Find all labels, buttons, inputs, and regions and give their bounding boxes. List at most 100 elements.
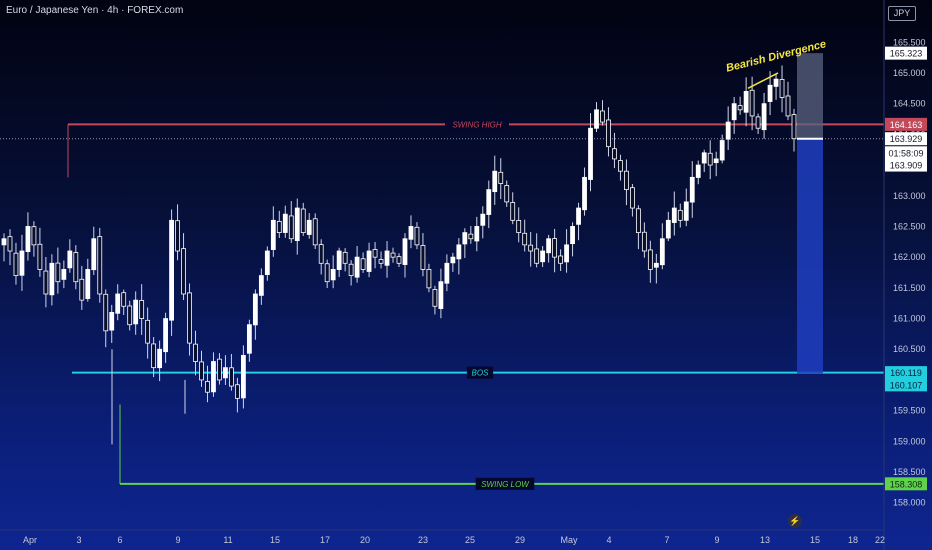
- candle: [773, 78, 779, 87]
- x-tick-label: 4: [606, 535, 611, 545]
- candle: [79, 278, 85, 301]
- candle: [671, 207, 677, 223]
- price-tag-bg: [885, 477, 927, 491]
- candle: [378, 259, 384, 264]
- candle: [294, 207, 300, 242]
- price-tag: 163.929: [890, 134, 923, 144]
- level-label: SWING LOW: [481, 480, 530, 489]
- candle: [677, 209, 683, 221]
- candle: [235, 384, 240, 399]
- candle: [683, 201, 689, 221]
- candle: [402, 238, 408, 265]
- candle: [701, 152, 707, 164]
- x-tick-label: 23: [418, 535, 428, 545]
- candle: [755, 116, 761, 129]
- candle: [223, 367, 228, 379]
- candle: [229, 367, 234, 387]
- candle: [731, 103, 737, 121]
- candle: [665, 219, 671, 239]
- price-tag: 165.323: [890, 49, 923, 59]
- candle: [743, 90, 749, 113]
- candle: [19, 250, 25, 276]
- candle: [474, 226, 480, 242]
- x-tick-label: 7: [664, 535, 669, 545]
- x-tick-label: 9: [175, 535, 180, 545]
- x-tick-label: 17: [320, 535, 330, 545]
- x-tick-label: 29: [515, 535, 525, 545]
- candle: [420, 245, 426, 270]
- price-tag: 163.909: [890, 161, 923, 171]
- candle: [600, 110, 605, 123]
- candle: [540, 250, 546, 263]
- candle: [504, 185, 510, 203]
- x-tick-label: 22: [875, 535, 885, 545]
- candle: [546, 238, 552, 254]
- y-tick-label: 161.000: [893, 314, 926, 324]
- x-tick-label: 18: [848, 535, 858, 545]
- candle: [187, 292, 192, 344]
- candle: [749, 89, 755, 117]
- candle: [85, 269, 91, 299]
- price-tag-bg: [885, 366, 927, 380]
- candle: [336, 250, 342, 270]
- candle: [588, 127, 593, 180]
- candle: [163, 318, 168, 353]
- candle: [306, 219, 312, 235]
- candle: [246, 324, 252, 354]
- candle: [737, 105, 743, 111]
- candle: [396, 256, 402, 264]
- candle: [240, 354, 246, 399]
- divergence-line: [747, 72, 779, 89]
- candle: [7, 236, 13, 252]
- candle: [564, 244, 569, 263]
- y-tick-label: 165.500: [893, 37, 926, 47]
- take-profit-zone: [797, 138, 823, 374]
- y-tick-label: 160.500: [893, 344, 926, 354]
- candle: [103, 293, 109, 332]
- candle: [342, 251, 348, 264]
- candle: [67, 250, 73, 269]
- candle: [217, 358, 222, 381]
- candle: [288, 215, 294, 240]
- candle: [330, 269, 336, 281]
- x-tick-label: 15: [810, 535, 820, 545]
- candle: [31, 226, 37, 246]
- candle: [91, 238, 97, 271]
- candle: [199, 361, 204, 381]
- candle: [689, 176, 695, 203]
- candle: [372, 249, 378, 258]
- y-tick-label: 163.000: [893, 191, 926, 201]
- candle: [707, 152, 713, 166]
- x-tick-label: 9: [714, 535, 719, 545]
- candle: [366, 250, 372, 272]
- currency-button[interactable]: JPY: [888, 6, 916, 21]
- candle: [450, 256, 456, 264]
- candle: [618, 160, 623, 172]
- candle: [426, 268, 432, 289]
- candle: [582, 176, 587, 211]
- candle: [49, 262, 55, 296]
- price-tag-bg: [885, 46, 927, 60]
- candle: [157, 348, 163, 369]
- candle: [37, 243, 43, 270]
- candle: [97, 236, 103, 295]
- stop-loss-zone: [797, 53, 823, 139]
- candle: [480, 213, 486, 226]
- candle: [516, 219, 522, 233]
- y-tick-label: 159.500: [893, 406, 926, 416]
- candle: [139, 300, 145, 319]
- candle: [258, 275, 264, 296]
- x-tick-label: 11: [223, 535, 232, 545]
- candle: [390, 252, 396, 258]
- candle: [384, 250, 390, 266]
- candle: [13, 252, 19, 276]
- y-tick-label: 162.500: [893, 221, 926, 231]
- y-tick-label: 159.000: [893, 436, 926, 446]
- price-tag-bg: [885, 132, 927, 146]
- candle: [767, 84, 773, 102]
- lightning-icon[interactable]: ⚡: [788, 514, 802, 528]
- candle: [252, 293, 258, 326]
- candle: [468, 233, 474, 240]
- x-tick-label: 25: [465, 535, 475, 545]
